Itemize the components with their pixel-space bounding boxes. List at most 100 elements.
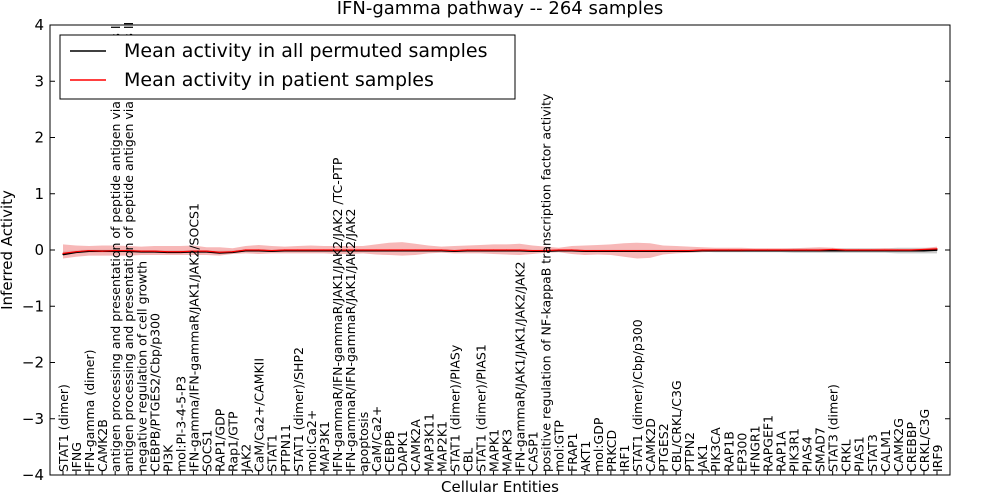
x-tick-label: antigen processing and presentation of p… bbox=[121, 22, 136, 472]
patient-point bbox=[623, 249, 625, 252]
patient-point bbox=[897, 249, 899, 251]
patient-point bbox=[245, 249, 247, 251]
y-axis-label: Inferred Activity bbox=[0, 190, 16, 310]
lines-group bbox=[62, 248, 938, 256]
x-tick-label: PIK3CA bbox=[708, 427, 723, 472]
patient-point bbox=[740, 249, 742, 251]
patient-point bbox=[701, 249, 703, 251]
patient-point bbox=[845, 249, 847, 251]
patient-point bbox=[832, 248, 834, 251]
x-tick-label: STAT1 (dimer)/SHP2 bbox=[291, 347, 306, 472]
x-tick-label: RAP1B bbox=[721, 431, 736, 472]
y-tick-label: 0 bbox=[34, 241, 44, 259]
x-tick-label: STAT1 (dimer)/Cbp/p300 bbox=[630, 319, 645, 472]
y-tick-label: −4 bbox=[22, 466, 44, 484]
x-tick-label: CaM/Ca2+/CAMKII bbox=[252, 358, 267, 472]
patient-point bbox=[140, 250, 142, 252]
x-tick-label: CASP1 bbox=[526, 431, 541, 472]
patient-point bbox=[518, 249, 521, 251]
patient-point bbox=[153, 250, 155, 252]
y-tick-label: −2 bbox=[22, 354, 44, 372]
x-tick-label: MAPK3 bbox=[500, 429, 515, 472]
patient-point bbox=[571, 249, 573, 251]
x-tick-label: MAP2K1 bbox=[434, 421, 449, 472]
patient-point bbox=[62, 252, 64, 254]
x-tick-label: IFN-gammaR/JAK1/JAK1/JAK2/JAK2 bbox=[513, 261, 528, 472]
x-tick-label: STAT1 (dimer)/PIASy bbox=[447, 344, 462, 472]
x-tick-label: CBL/CRKL/C3G bbox=[669, 380, 684, 472]
patient-point bbox=[388, 249, 390, 251]
x-tick-label: STAT1 bbox=[265, 434, 280, 472]
patient-point bbox=[545, 249, 547, 252]
x-tick-label: Rap1/GTP bbox=[226, 411, 241, 472]
x-tick-label: EP300 bbox=[734, 433, 749, 472]
patient-point bbox=[427, 249, 429, 251]
x-tick-label: STAT1 (dimer) bbox=[56, 384, 71, 472]
x-tick-label: CAMK2A bbox=[408, 419, 423, 472]
patient-point bbox=[675, 249, 677, 252]
permuted-point bbox=[936, 249, 938, 251]
patient-point bbox=[271, 249, 273, 252]
x-tick-label: PIAS4 bbox=[800, 436, 815, 472]
x-tick-label: MAPK1 bbox=[486, 429, 501, 472]
x-tick-label: IFN-gammaR/IFN-gammaR/JAK1/JAK2/JAK2 bbox=[343, 209, 358, 472]
patient-point bbox=[75, 251, 77, 253]
patient-point bbox=[636, 249, 638, 252]
x-tick-label: RAP1A bbox=[773, 431, 788, 472]
x-tick-label: CAMK2B bbox=[95, 419, 110, 472]
x-tick-label: mol:Ca2+ bbox=[304, 410, 319, 472]
patient-point bbox=[336, 249, 338, 251]
patient-point bbox=[805, 249, 808, 251]
patient-point bbox=[936, 248, 938, 250]
y-tick-label: 4 bbox=[34, 16, 44, 34]
legend-label-patient: Mean activity in patient samples bbox=[124, 69, 434, 91]
x-tick-label: apoptosis bbox=[356, 412, 371, 472]
y-tick-label: 3 bbox=[34, 72, 44, 90]
x-tick-label: mol:GTP bbox=[552, 420, 567, 472]
patient-point bbox=[166, 251, 168, 253]
patient-point bbox=[297, 249, 299, 251]
y-tick-label: 2 bbox=[34, 129, 44, 147]
x-axis-label: Cellular Entities bbox=[441, 478, 559, 496]
patient-point bbox=[440, 249, 442, 251]
x-tick-label: CREBBP bbox=[904, 422, 919, 472]
patient-point bbox=[466, 249, 468, 251]
patient-point bbox=[727, 249, 729, 251]
x-tick-label: PI3K bbox=[160, 444, 175, 472]
patient-point bbox=[505, 249, 508, 251]
x-tick-label: PTPN11 bbox=[278, 424, 293, 472]
patient-point bbox=[910, 249, 912, 251]
patient-point bbox=[349, 249, 351, 251]
x-tick-label: PIK3R1 bbox=[787, 428, 802, 472]
patient-point bbox=[923, 248, 925, 251]
x-tick-label: IFN-gammaR/IFN-gammaR/JAK1/JAK2/JAK2 /TC… bbox=[330, 157, 345, 472]
patient-point bbox=[323, 249, 325, 251]
chart-title: IFN-gamma pathway -- 264 samples bbox=[337, 0, 664, 19]
x-tick-label: IFNGR1 bbox=[747, 425, 762, 472]
patient-point bbox=[662, 249, 664, 252]
legend-box bbox=[59, 34, 516, 100]
permuted-point bbox=[62, 253, 64, 256]
x-tick-label: mol:GDP bbox=[591, 417, 606, 472]
patient-point bbox=[453, 249, 455, 252]
patient-point bbox=[610, 249, 612, 252]
x-tick-label: SOCS1 bbox=[199, 430, 214, 472]
x-tick-label: CAMK2D bbox=[643, 418, 658, 472]
x-tick-label: CEBPB bbox=[382, 431, 397, 472]
legend: Mean activity in all permuted samples Me… bbox=[59, 34, 516, 100]
patient-point bbox=[375, 249, 377, 251]
x-tick-label: RAPGEF1 bbox=[760, 415, 775, 472]
patient-point bbox=[258, 249, 260, 251]
x-tick-label: CBL bbox=[460, 448, 475, 472]
patient-point bbox=[649, 249, 651, 252]
patient-point bbox=[492, 249, 495, 251]
patient-point bbox=[558, 249, 560, 251]
x-tick-label: STAT3 bbox=[865, 434, 880, 472]
x-tick-label: CRKL/C3G bbox=[917, 409, 932, 472]
patient-point bbox=[858, 249, 860, 251]
x-tick-label: CAMK2G bbox=[891, 418, 906, 472]
patient-point bbox=[310, 249, 312, 251]
x-tick-label: IFNG bbox=[69, 442, 84, 472]
patient-point bbox=[779, 249, 782, 251]
x-tick-label: DAPK1 bbox=[395, 430, 410, 472]
